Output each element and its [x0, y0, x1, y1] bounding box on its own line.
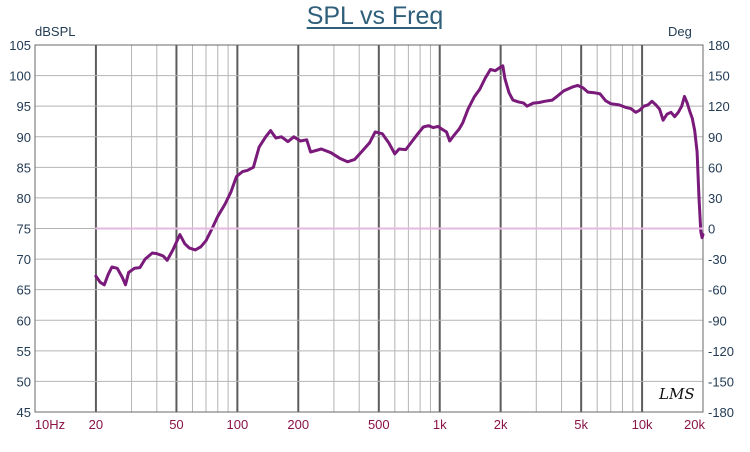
y-tick-label: 55 — [17, 344, 31, 359]
y2-tick-label: -150 — [708, 374, 734, 389]
y2-tick-label: -90 — [708, 313, 727, 328]
y2-tick-label: 150 — [708, 69, 730, 84]
y-tick-label: 85 — [17, 160, 31, 175]
y2-tick-label: 90 — [708, 130, 722, 145]
x-tick-label: 20k — [684, 417, 705, 432]
y-tick-label: 75 — [17, 222, 31, 237]
y-tick-label: 100 — [9, 69, 31, 84]
left-axis-unit: dBSPL — [35, 24, 76, 39]
y2-tick-label: 60 — [708, 160, 722, 175]
y2-tick-label: 0 — [708, 222, 715, 237]
y-tick-label: 105 — [9, 38, 31, 53]
x-tick-label: 200 — [287, 417, 309, 432]
x-tick-label: 5k — [574, 417, 588, 432]
y2-tick-label: 180 — [708, 38, 730, 53]
y-tick-label: 45 — [17, 405, 31, 420]
x-tick-label: 2k — [494, 417, 508, 432]
y-tick-label: 65 — [17, 283, 31, 298]
y2-tick-label: -30 — [708, 252, 727, 267]
x-tick-label: 10k — [632, 417, 653, 432]
x-tick-label: 50 — [169, 417, 183, 432]
y2-tick-label: -120 — [708, 344, 734, 359]
x-tick-label: 10Hz — [35, 417, 65, 432]
x-tick-label: 1k — [433, 417, 447, 432]
y-tick-label: 90 — [17, 130, 31, 145]
right-axis-unit: Deg — [668, 24, 692, 39]
spl-series-line — [94, 64, 705, 287]
y-tick-label: 70 — [17, 252, 31, 267]
y-tick-label: 95 — [17, 99, 31, 114]
series-group — [94, 64, 705, 287]
y2-tick-label: -60 — [708, 283, 727, 298]
y2-tick-label: -180 — [708, 405, 734, 420]
x-tick-label: 500 — [368, 417, 390, 432]
y2-tick-label: 120 — [708, 99, 730, 114]
y-tick-label: 80 — [17, 191, 31, 206]
lms-watermark: LMS — [659, 385, 695, 403]
y2-tick-label: 30 — [708, 191, 722, 206]
x-tick-label: 20 — [89, 417, 103, 432]
y-tick-label: 60 — [17, 313, 31, 328]
x-tick-label: 100 — [227, 417, 249, 432]
tick-labels: 45 50 55 60 65 70 75 80 85 90 95 100 105 -180 -150 -120… — [9, 38, 734, 432]
chart-title: SPL vs Freq — [306, 2, 444, 30]
y-tick-label: 50 — [17, 374, 31, 389]
